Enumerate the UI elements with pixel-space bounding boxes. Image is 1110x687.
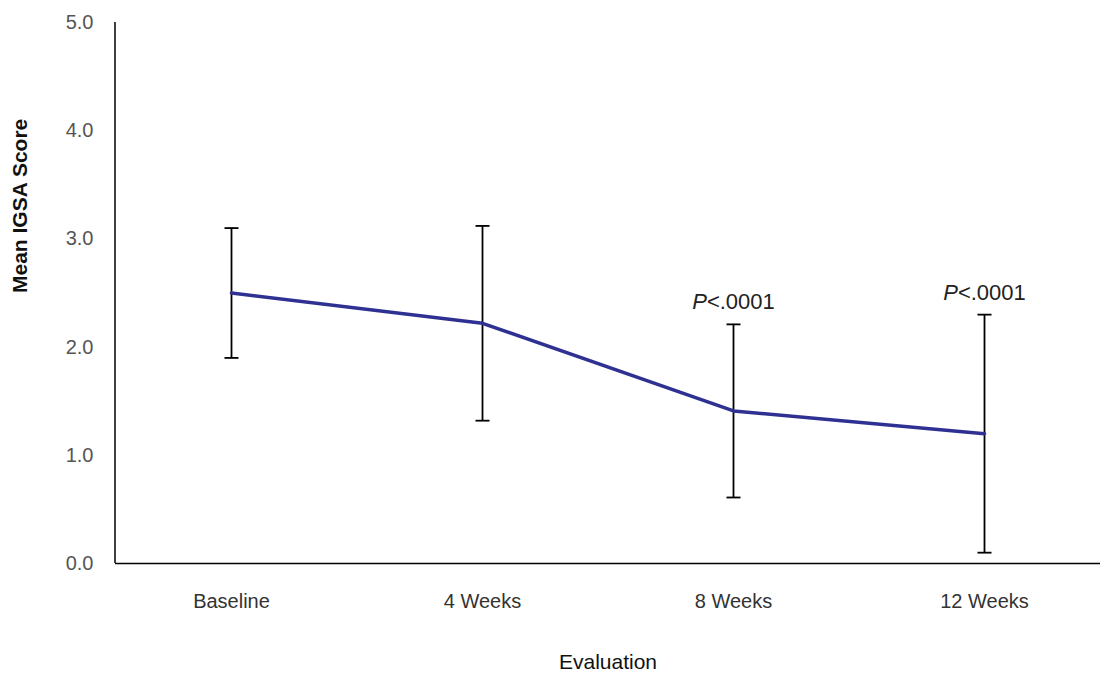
svg-text:4.0: 4.0 xyxy=(66,119,94,141)
svg-text:P<.0001: P<.0001 xyxy=(692,289,775,314)
svg-text:1.0: 1.0 xyxy=(66,444,94,466)
svg-text:8 Weeks: 8 Weeks xyxy=(695,590,772,612)
svg-text:Baseline: Baseline xyxy=(193,590,270,612)
svg-text:0.0: 0.0 xyxy=(66,552,94,574)
svg-text:Evaluation: Evaluation xyxy=(559,650,657,673)
svg-text:5.0: 5.0 xyxy=(66,11,94,33)
svg-text:Mean IGSA Score: Mean IGSA Score xyxy=(8,119,31,293)
svg-text:12 Weeks: 12 Weeks xyxy=(940,590,1029,612)
svg-text:4 Weeks: 4 Weeks xyxy=(444,590,521,612)
svg-text:3.0: 3.0 xyxy=(66,227,94,249)
svg-text:P<.0001: P<.0001 xyxy=(943,280,1026,305)
svg-text:2.0: 2.0 xyxy=(66,336,94,358)
